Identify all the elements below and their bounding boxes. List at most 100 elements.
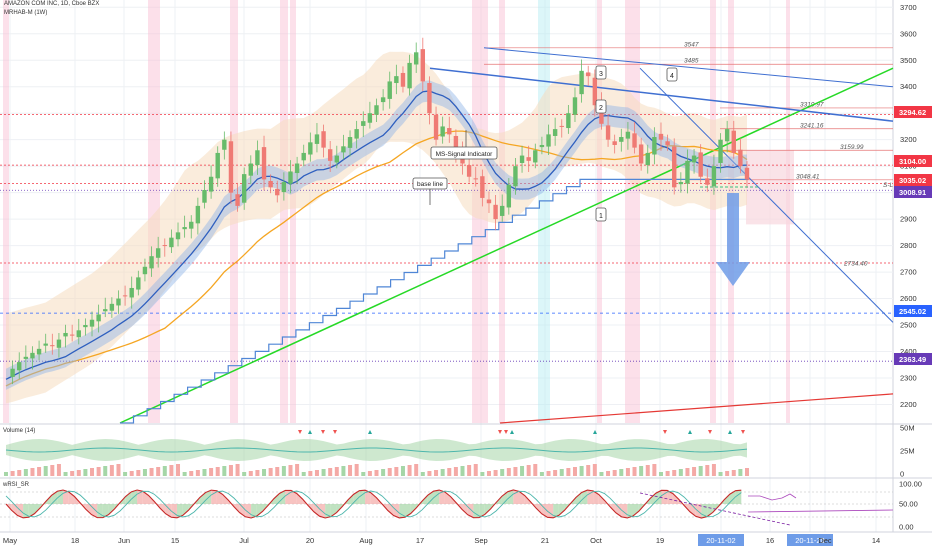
candle-body (447, 128, 452, 135)
candle-body (149, 256, 154, 269)
volume-bar (202, 469, 207, 476)
price-tick-label: 3200 (900, 135, 917, 144)
candle-body (427, 83, 432, 114)
volume-bar (354, 464, 359, 476)
level-label: 2734.40 (843, 260, 868, 267)
wrsi-tick-label: 50.00 (899, 500, 918, 509)
wrsi-fill (108, 504, 115, 515)
ms-signal-callout-text: MS-Signal Indicator (436, 151, 494, 158)
candle-body (261, 147, 267, 180)
candle-body (380, 97, 386, 103)
volume-bar (209, 468, 214, 476)
candle-body (744, 167, 750, 180)
volume-bar (136, 470, 141, 476)
volume-bar (599, 472, 604, 476)
volume-bar (123, 472, 128, 476)
volume-bar (228, 465, 233, 476)
candle-body (638, 144, 644, 164)
wave-label: 4 (670, 73, 674, 80)
volume-bar (4, 472, 8, 476)
candle-body (222, 139, 227, 150)
wrsi-fill (484, 504, 491, 515)
volume-bar (606, 471, 611, 476)
price-badge (894, 155, 932, 167)
volume-bar (103, 466, 108, 476)
wave-label-box (666, 67, 678, 82)
time-label: Sep (474, 536, 487, 545)
volume-bar (275, 467, 280, 476)
wrsi-fill (410, 504, 417, 514)
volume-bar (546, 471, 551, 476)
time-label: Oct (590, 536, 603, 545)
volume-bar (156, 467, 161, 476)
volume-bar (222, 466, 227, 476)
volume-signal-marker (593, 430, 597, 434)
candle-body (645, 152, 650, 166)
signal-stripe (290, 0, 296, 423)
ms-signal-callout-box (430, 146, 498, 160)
candle-body (182, 227, 187, 230)
wrsi-fill (627, 504, 633, 518)
wrsi-fill (433, 490, 440, 504)
volume-bar (268, 468, 273, 476)
candle-body (480, 176, 485, 198)
candle-body (506, 184, 512, 208)
volume-signal-marker (688, 430, 692, 434)
volume-bar (215, 467, 220, 476)
volume-bar (314, 470, 319, 476)
price-tick-label: 2800 (900, 241, 917, 250)
candle-body (69, 334, 75, 336)
candle-body (731, 130, 736, 153)
wrsi-fill (558, 504, 565, 516)
volume-signal-marker (504, 430, 508, 434)
volume-bar (195, 470, 200, 476)
wrsi-fill (387, 504, 394, 516)
candle-body (169, 237, 174, 248)
wrsi-fill (621, 504, 628, 518)
wrsi-fill (34, 504, 41, 514)
volume-bar (672, 470, 677, 476)
wrsi-fill (68, 491, 75, 504)
price-badge-label: 2545.02 (899, 307, 926, 316)
volume-bar (242, 472, 247, 476)
volume-bar (533, 464, 538, 476)
candle-body (275, 188, 280, 196)
volume-bar (10, 471, 15, 476)
base-line-ma (5, 130, 748, 387)
level-label: 3485 (684, 58, 699, 65)
candle-body (367, 113, 373, 123)
time-highlight (698, 534, 744, 546)
candle-body (566, 113, 571, 129)
volume-bar (718, 472, 723, 476)
wrsi-fill (707, 504, 713, 517)
time-highlight (787, 534, 833, 546)
volume-bar (645, 465, 650, 476)
wrsi-projection-curve (748, 493, 797, 501)
candle-body (619, 137, 624, 142)
wave-label-box (595, 99, 607, 114)
volume-bar (374, 470, 379, 476)
candle-body (36, 348, 42, 355)
volume-signal-marker (510, 430, 514, 434)
volume-bar (493, 470, 498, 476)
wave-label: 1 (599, 213, 603, 220)
candle-body (235, 194, 240, 206)
level-label: 3159.99 (840, 144, 864, 151)
candle-body (387, 81, 392, 99)
price-badge (894, 305, 932, 317)
wrsi-fill (11, 504, 18, 516)
candle-body (691, 155, 697, 163)
volume-signal-marker (498, 430, 502, 434)
wrsi-fill (359, 490, 366, 504)
volume-bar (692, 467, 697, 476)
wrsi-fill (285, 490, 291, 504)
symbol-title: AMAZON COM INC, 1D, Cboe BZX (4, 1, 100, 7)
volume-signal-marker (728, 430, 732, 434)
level-label: 3547 (684, 41, 699, 48)
candle-body (96, 314, 101, 322)
volume-bar (705, 465, 710, 476)
candle-body (400, 72, 406, 87)
price-axis-bg (893, 0, 932, 550)
volume-bar (90, 468, 95, 476)
